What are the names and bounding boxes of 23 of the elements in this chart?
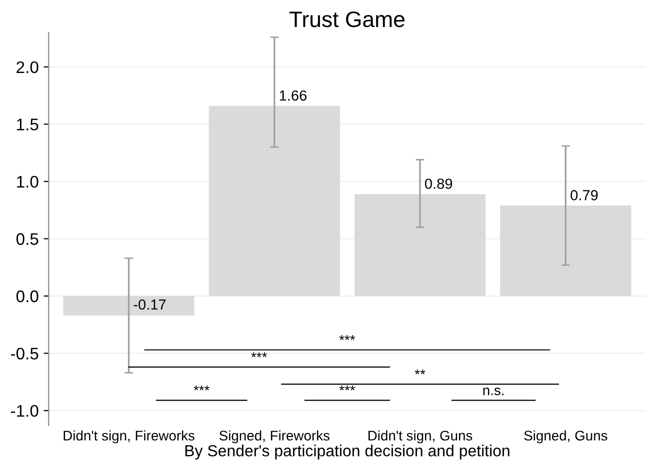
x-axis-title: By Sender's participation decision and petition xyxy=(185,444,510,460)
chart-title: Trust Game xyxy=(289,11,404,28)
x-tick-label: Didn't sign, Fireworks xyxy=(64,430,194,444)
y-tick-label: 2.0 xyxy=(16,61,38,74)
annotation: *** xyxy=(339,386,356,390)
y-tick-label: 0.5 xyxy=(16,233,38,245)
annotation: *** xyxy=(251,352,267,358)
annotation: n.s. xyxy=(483,388,504,396)
x-tick-label: Signed, Fireworks xyxy=(219,430,330,444)
y-tick-label: -0.5 xyxy=(10,348,38,360)
y-tick-label: 1.0 xyxy=(17,176,38,188)
annotation: *** xyxy=(194,386,210,390)
x-tick-label: Signed, Guns xyxy=(524,430,608,444)
x-tick-label: Didn't sign, Guns xyxy=(368,430,472,444)
data-label: 1.66 xyxy=(280,90,307,101)
data-label: -0.17 xyxy=(134,299,166,310)
data-label: 0.89 xyxy=(424,178,452,189)
annotation: *** xyxy=(339,335,356,340)
data-label: 0.79 xyxy=(570,190,598,200)
y-tick-label: -1.0 xyxy=(10,404,38,417)
y-tick-label: 1.5 xyxy=(17,118,38,130)
y-tick-label: 0.0 xyxy=(16,290,38,302)
annotation: ** xyxy=(414,370,426,374)
